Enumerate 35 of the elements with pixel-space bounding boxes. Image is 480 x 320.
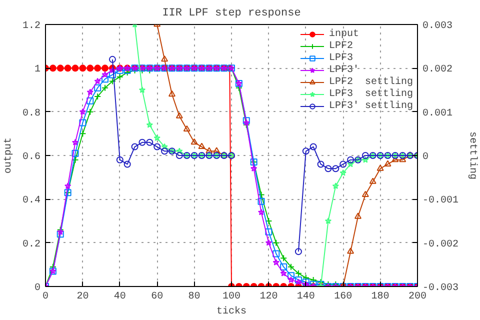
x-tick-label: 160 xyxy=(334,292,352,302)
x-tick-label: 120 xyxy=(260,292,278,302)
y2-axis-title: settling xyxy=(466,131,479,180)
y-tick-label: 0.6 xyxy=(22,152,41,163)
y-tick-label: 0.8 xyxy=(22,108,41,120)
y-tick-label: 0.4 xyxy=(22,196,41,207)
y-tick-label: 0.2 xyxy=(22,239,41,250)
legend-label: LPF3′ settling xyxy=(328,100,413,112)
y2-tick-label: -0.002 xyxy=(422,239,459,250)
x-tick-label: 20 xyxy=(76,292,89,302)
x-tick-label: 100 xyxy=(222,292,241,302)
y-tick-label: 1.2 xyxy=(22,21,41,32)
legend-label: LPF3′ xyxy=(328,64,359,76)
y-tick-label: 1 xyxy=(34,64,41,76)
y2-tick-label: 0.001 xyxy=(422,108,453,120)
x-tick-label: 60 xyxy=(151,292,164,302)
x-tick-label: 180 xyxy=(371,292,390,302)
legend-label: LPF3 xyxy=(328,52,353,64)
legend-label: input xyxy=(328,28,359,40)
x-tick-label: 0 xyxy=(42,292,49,302)
y2-tick-label: 0 xyxy=(422,152,429,163)
y2-tick-label: 0.003 xyxy=(422,21,453,32)
y-axis-title: output xyxy=(3,137,14,174)
x-tick-label: 200 xyxy=(408,292,427,302)
legend-label: LPF3 settling xyxy=(328,88,413,100)
legend-label: LPF2 xyxy=(328,40,353,52)
x-tick-label: 40 xyxy=(114,292,126,302)
y2-tick-label: 0.002 xyxy=(422,64,453,76)
legend-label: LPF2 settling xyxy=(328,76,413,88)
x-axis-title: ticks xyxy=(216,306,247,318)
y2-tick-label: -0.001 xyxy=(422,196,459,207)
x-tick-label: 80 xyxy=(188,292,200,302)
y-tick-label: 0 xyxy=(34,283,41,294)
x-tick-label: 140 xyxy=(296,292,315,302)
chart-title: IIR LPF step response xyxy=(162,8,301,20)
